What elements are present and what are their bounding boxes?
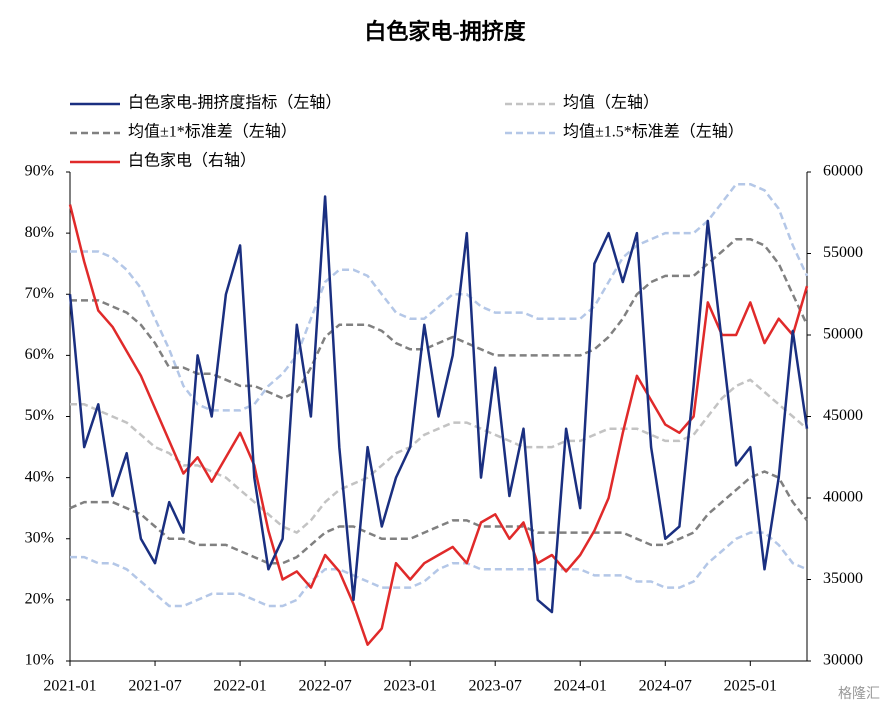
- y-tick-label: 20%: [25, 591, 54, 608]
- y-tick-label: 60%: [25, 346, 54, 363]
- series-line: [68, 204, 809, 646]
- series-line: [68, 195, 809, 614]
- y2-tick-label: 40000: [823, 489, 863, 506]
- legend-label: 白色家电（右轴）: [128, 152, 256, 170]
- y2-tick-label: 30000: [823, 652, 863, 669]
- y-tick-label: 80%: [25, 224, 54, 241]
- x-tick-label: 2025-01: [724, 678, 777, 695]
- y-tick-label: 10%: [25, 652, 54, 669]
- x-tick-label: 2021-01: [43, 678, 96, 695]
- legend-label: 均值±1*标准差（左轴）: [128, 123, 297, 141]
- y2-tick-label: 60000: [823, 163, 863, 180]
- series-line: [70, 237, 809, 400]
- legend-label: 均值（左轴）: [563, 94, 659, 112]
- y2-tick-label: 50000: [823, 326, 863, 343]
- y2-tick-label: 35000: [823, 570, 863, 587]
- x-tick-label: 2021-07: [128, 678, 181, 695]
- chart-title: 白色家电-拥挤度: [364, 19, 526, 44]
- y-tick-label: 30%: [25, 529, 54, 546]
- y-tick-label: 40%: [25, 468, 54, 485]
- x-tick-label: 2024-07: [639, 678, 692, 695]
- x-tick-label: 2023-01: [383, 678, 436, 695]
- series-line: [69, 470, 808, 565]
- x-tick-label: 2024-01: [554, 678, 607, 695]
- legend-label: 白色家电-拥挤度指标（左轴）: [128, 94, 341, 112]
- y-tick-label: 90%: [25, 163, 54, 180]
- series-line: [70, 531, 808, 608]
- x-tick-label: 2023-07: [469, 678, 522, 695]
- y-tick-label: 50%: [25, 407, 54, 424]
- x-tick-label: 2022-07: [298, 678, 351, 695]
- watermark: 格隆汇: [838, 686, 880, 702]
- legend-label: 均值±1.5*标准差（左轴）: [563, 123, 744, 141]
- series-line: [70, 182, 809, 412]
- x-tick-label: 2022-01: [213, 678, 266, 695]
- y-tick-label: 70%: [25, 285, 54, 302]
- y2-tick-label: 45000: [823, 407, 863, 424]
- y2-tick-label: 55000: [823, 244, 863, 261]
- series-line: [70, 378, 808, 534]
